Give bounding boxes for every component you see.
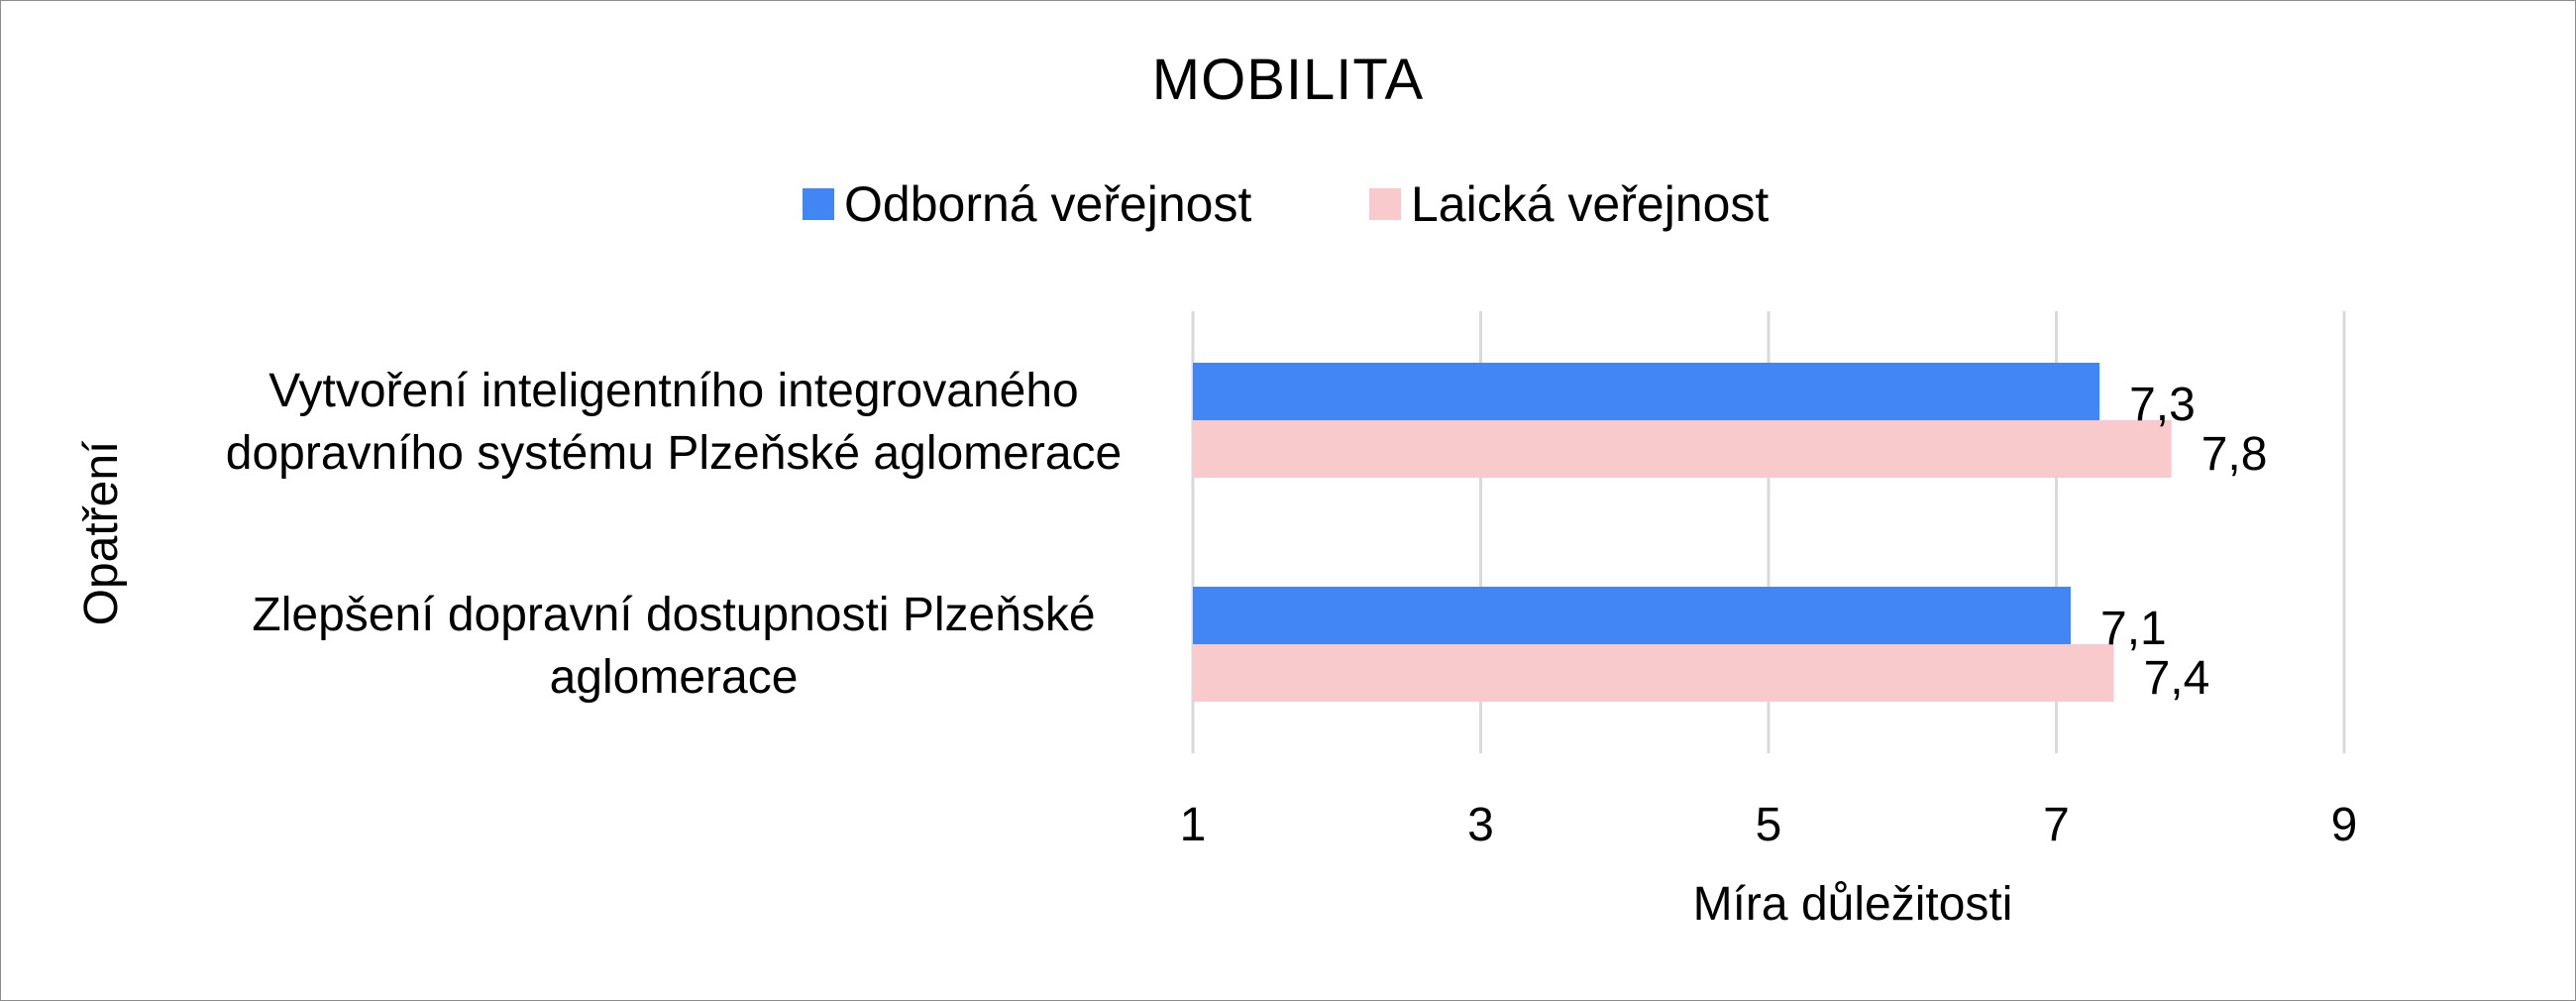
bar-laicka-0 [1193, 420, 2172, 478]
legend-swatch-odborna [803, 188, 834, 220]
category-label-1-line-2: aglomerace [550, 651, 799, 704]
x-tick-label-7: 7 [2043, 799, 2070, 851]
bar-odborna-0 [1193, 363, 2100, 420]
data-labels: 7,37,8 7,17,4 [2100, 379, 2267, 705]
legend-label-odborna: Odborná veřejnost [844, 176, 1251, 232]
x-tick-label-1: 1 [1180, 799, 1207, 851]
category-label-1-line-1: Zlepšení dopravní dostupnosti Plzeňské [252, 589, 1095, 641]
legend-swatch-laicka [1369, 188, 1401, 220]
bars [1193, 363, 2172, 702]
legend-label-laicka: Laická veřejnost [1411, 176, 1769, 232]
x-tick-label-5: 5 [1756, 799, 1782, 851]
chart-title: MOBILITA [1152, 48, 1424, 112]
category-label-0-line-2: dopravního systému Plzeňské aglomerace [226, 427, 1122, 480]
category-label-0-line-1: Vytvoření inteligentního integrovaného [268, 365, 1078, 417]
data-label-laicka-0: 7,8 [2201, 428, 2268, 481]
bar-odborna-1 [1193, 587, 2072, 644]
y-axis-title: Opatření [75, 440, 128, 625]
data-label-odborna-0: 7,3 [2129, 379, 2196, 431]
x-tick-label-9: 9 [2331, 799, 2358, 851]
x-tick-labels: 1 3 5 7 9 [1180, 799, 2358, 851]
x-axis-title: Míra důležitosti [1693, 878, 2013, 931]
data-label-odborna-1: 7,1 [2100, 603, 2167, 655]
data-label-laicka-1: 7,4 [2144, 652, 2210, 705]
x-tick-label-3: 3 [1467, 799, 1494, 851]
bar-laicka-1 [1193, 644, 2114, 702]
